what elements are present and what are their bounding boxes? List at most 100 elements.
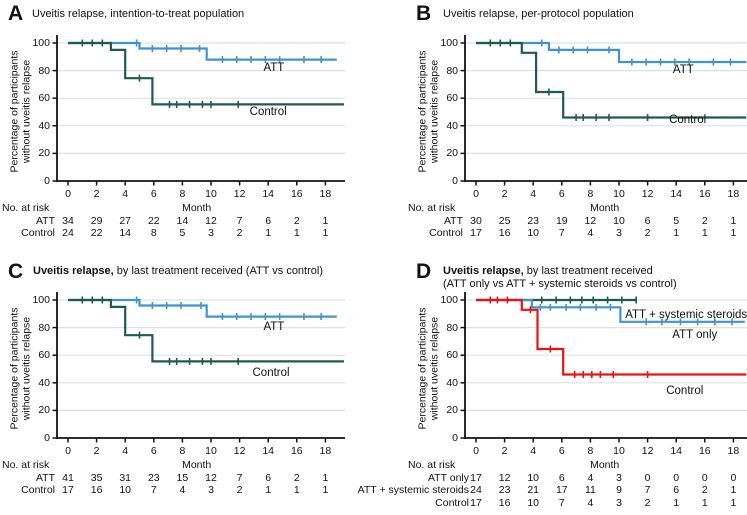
panel-b-risk-header: No. at risk	[408, 202, 456, 214]
panel-a-risk-value: 3	[208, 227, 214, 239]
panel-d-x-tick-label: 4	[530, 444, 537, 457]
panel-b-risk-value: 10	[613, 214, 625, 227]
panel-d-y-axis-label-line: Percentage of participants	[416, 307, 429, 430]
panel-d-series-label-att-only: ATT only	[672, 328, 718, 341]
panel-a-risk-value: 7	[236, 214, 243, 227]
panel-a-x-tick-label: 10	[205, 187, 217, 200]
panel-c-risk-value: 2	[236, 484, 243, 496]
panel-c-x-tick-label: 18	[319, 444, 332, 457]
panel-c-curve-control	[68, 298, 344, 363]
panel-b-risk-value: 1	[701, 227, 708, 239]
panel-b-x-tick-label: 2	[501, 187, 508, 200]
panel-a-risk-value: 27	[119, 214, 132, 227]
panel-a-title: Uveitis relapse, intention-to-treat popu…	[32, 8, 244, 21]
panel-c-letter: C	[8, 260, 24, 283]
panel-a-letter: A	[8, 2, 24, 25]
panel-d-y-tick-label: 40	[446, 376, 458, 389]
panel-a-y-axis-label-line: Percentage of participants	[8, 50, 21, 173]
panel-b-x-tick-label: 18	[727, 187, 740, 200]
panel-d-risk-value: 17	[555, 484, 568, 496]
panel-a-y-tick-label: 40	[38, 119, 50, 132]
panel-b-x-tick-label: 16	[698, 187, 711, 200]
panel-a-risk-value: 34	[62, 214, 74, 227]
panel-b-risk-value: 5	[673, 214, 680, 227]
panel-b-title-rest: Uveitis relapse, per-protocol population	[443, 8, 634, 20]
panel-b-x-tick-label: 14	[670, 187, 683, 200]
panel-d-y-tick-label: 0	[452, 432, 458, 444]
panel-a-risk-value: 22	[147, 214, 160, 227]
panel-d-risk-value: 17	[470, 471, 482, 484]
panel-d-risk-value: 21	[527, 484, 540, 496]
panel-b-y-axis-label: Percentage of participants without uveiti…	[417, 27, 441, 197]
panel-a-x-tick-label: 18	[319, 187, 332, 200]
panel-b-series-label-att: ATT	[672, 63, 694, 76]
panel-d-risk-value: 0	[673, 471, 680, 484]
panel-a-risk-value: 24	[62, 227, 74, 239]
panel-c-y-tick-label: 40	[38, 376, 50, 389]
panel-d-title: Uveitis relapse, by last treatment recei…	[443, 265, 653, 278]
panel-b-x-tick-label: 12	[641, 187, 654, 200]
panel-c-y-tick-label: 80	[38, 321, 50, 334]
panel-d-risk-row-label: ATT only	[427, 471, 469, 484]
panel-a-risk-value: 8	[150, 227, 157, 239]
panel-d-risk-value: 0	[644, 471, 651, 484]
panel-a-risk-value: 12	[205, 214, 217, 227]
panel-c-risk-value: 1	[265, 484, 272, 496]
panel-a-y-tick-label: 100	[32, 37, 50, 49]
panel-d-y-tick-label: 80	[446, 321, 458, 334]
panel-b-y-tick-label: 0	[452, 175, 458, 187]
panel-d-x-tick-label: 12	[641, 444, 654, 457]
panel-b-letter: B	[416, 2, 432, 25]
panel-c-risk-value: 41	[62, 471, 74, 484]
panel-c-x-tick-label: 6	[150, 444, 157, 457]
panel-b-risk-value: 2	[644, 227, 651, 239]
panel-d-series-label-control: Control	[666, 385, 704, 398]
panel-d-risk-value: 6	[558, 471, 565, 484]
panel-c-y-tick-label: 0	[44, 432, 50, 444]
panel-c-curve-att	[68, 298, 337, 318]
panel-a-risk-value: 6	[265, 214, 272, 227]
panel-d-risk-value: 3	[616, 471, 622, 484]
panel-a-x-tick-label: 12	[233, 187, 246, 200]
panel-b-risk-value: 6	[644, 214, 651, 227]
panel-d-risk-value: 1	[730, 484, 737, 496]
panel-a-x-tick-label: 2	[93, 187, 100, 200]
panel-c-risk-value: 1	[322, 484, 329, 496]
panel-c-risk-value: 17	[62, 484, 74, 496]
panel-d-title-rest: by last treatment received	[523, 265, 653, 277]
panel-b-y-tick-label: 60	[446, 92, 458, 105]
panel-d-risk-value: 12	[498, 471, 511, 484]
panel-c-risk-value: 16	[90, 484, 103, 496]
panel-b-x-tick-label: 4	[530, 187, 537, 200]
panel-d-risk-value: 2	[644, 496, 651, 509]
panel-b-risk-value: 17	[470, 227, 482, 239]
panel-a-y-tick-label: 60	[38, 92, 50, 105]
panel-c-risk-row-label: Control	[21, 484, 55, 496]
panel-d-title-strong: Uveitis relapse,	[443, 265, 524, 277]
panel-d-risk-value: 1	[730, 496, 737, 509]
panel-d-risk-value: 1	[701, 496, 708, 509]
panel-b-x-tick-label: 6	[558, 187, 565, 200]
panel-b-curve-att	[476, 41, 747, 64]
panel-d-risk-value: 2	[701, 484, 708, 496]
panel-c-y-axis-label-line: Percentage of participants	[8, 307, 21, 430]
panel-d-y-tick-label: 20	[446, 404, 458, 417]
panel-d-x-tick-label: 8	[587, 444, 594, 457]
panel-c-y-axis-label: Percentage of participants without uveiti…	[8, 284, 33, 454]
panel-d-risk-value: 1	[673, 496, 680, 509]
panel-c-x-tick-label: 16	[290, 444, 303, 457]
panel-a-curve-att	[68, 41, 337, 61]
panel-d-risk-value: 23	[498, 484, 511, 496]
panel-c-risk-value: 7	[150, 484, 157, 496]
panel-d-x-tick-label: 14	[670, 444, 683, 457]
panel-d-risk-value: 7	[644, 484, 651, 496]
panel-b-risk-value: 1	[730, 227, 737, 239]
panel-c-x-tick-label: 14	[262, 444, 275, 457]
panel-d-x-tick-label: 16	[698, 444, 711, 457]
panel-b-y-tick-label: 100	[440, 37, 458, 49]
panel-a-series-label-att: ATT	[263, 61, 285, 74]
panel-d-y-axis-label-line: without uveitis relapse	[428, 316, 440, 421]
panel-a-risk-value: 14	[176, 214, 189, 227]
panel-c-y-tick-label: 100	[32, 294, 50, 306]
